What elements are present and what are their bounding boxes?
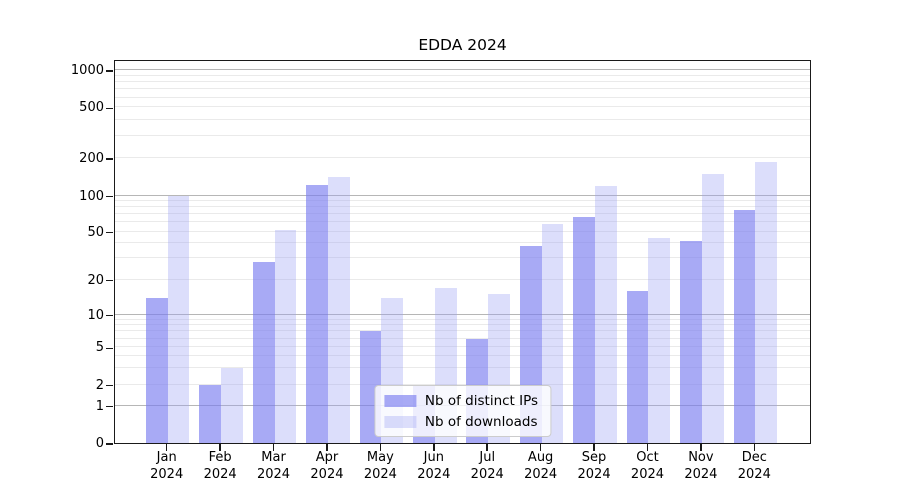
gridline-6 bbox=[115, 337, 810, 339]
bar-feb-downloads bbox=[221, 368, 243, 443]
gridline-400 bbox=[115, 118, 810, 120]
bar-mar-distinct-ips bbox=[252, 262, 275, 443]
gridline-70 bbox=[115, 213, 810, 215]
gridline-4 bbox=[115, 355, 810, 357]
y-tick-mark bbox=[106, 443, 113, 445]
bar-oct-downloads bbox=[648, 238, 671, 443]
y-tick-mark bbox=[106, 279, 113, 282]
gridline-100 bbox=[115, 194, 810, 196]
x-tick-label-jun: Jun 2024 bbox=[417, 450, 451, 482]
gridline-90 bbox=[115, 200, 810, 202]
x-tick-mark bbox=[165, 444, 168, 451]
legend-item-distinct-ips: Nb of distinct IPs bbox=[383, 393, 539, 409]
x-tick-mark bbox=[593, 444, 595, 451]
gridline-200 bbox=[115, 157, 810, 158]
gridline-8 bbox=[115, 324, 810, 326]
y-tick-label-1: 1 bbox=[95, 398, 104, 414]
bar-feb-distinct-ips bbox=[199, 384, 222, 443]
chart-title: EDDA 2024 bbox=[418, 36, 507, 54]
legend: Nb of distinct IPs Nb of downloads bbox=[373, 385, 552, 437]
gridline-900 bbox=[115, 74, 810, 76]
x-tick-mark bbox=[219, 444, 221, 451]
x-tick-label-feb: Feb 2024 bbox=[203, 450, 237, 482]
gridline-9 bbox=[115, 318, 810, 320]
y-tick-mark bbox=[106, 195, 113, 198]
bar-dec-distinct-ips bbox=[733, 209, 756, 443]
y-tick-mark bbox=[106, 384, 113, 387]
gridline-500 bbox=[115, 106, 810, 108]
plot-area: Nb of distinct IPs Nb of downloads bbox=[114, 60, 811, 444]
y-tick-mark bbox=[106, 231, 113, 234]
gridline-60 bbox=[115, 221, 810, 223]
bar-apr-distinct-ips bbox=[306, 184, 328, 443]
x-tick-mark bbox=[539, 444, 542, 451]
x-tick-mark bbox=[326, 444, 328, 451]
gridline-2 bbox=[115, 383, 810, 385]
x-tick-label-dec: Dec 2024 bbox=[737, 450, 771, 482]
y-tick-label-100: 100 bbox=[79, 188, 104, 204]
y-tick-label-10: 10 bbox=[87, 307, 104, 323]
x-tick-mark bbox=[753, 444, 756, 451]
gridline-600 bbox=[115, 96, 810, 98]
gridline-80 bbox=[115, 206, 810, 208]
gridline-50 bbox=[115, 230, 810, 232]
bar-jan-distinct-ips bbox=[145, 297, 168, 443]
bar-oct-distinct-ips bbox=[626, 290, 649, 443]
y-tick-label-50: 50 bbox=[87, 224, 104, 240]
x-tick-mark bbox=[272, 444, 275, 451]
y-tick-label-1000: 1000 bbox=[70, 62, 104, 78]
y-tick-mark bbox=[106, 70, 113, 72]
legend-label-downloads: Nb of downloads bbox=[424, 414, 538, 430]
x-tick-label-may: May 2024 bbox=[363, 450, 397, 482]
legend-label-distinct-ips: Nb of distinct IPs bbox=[424, 393, 539, 409]
x-tick-label-apr: Apr 2024 bbox=[310, 450, 344, 482]
x-tick-label-nov: Nov 2024 bbox=[684, 450, 718, 482]
bar-sep-distinct-ips bbox=[573, 216, 596, 443]
y-tick-label-500: 500 bbox=[79, 100, 104, 116]
gridline-10 bbox=[115, 313, 810, 315]
bar-mar-downloads bbox=[274, 229, 297, 443]
x-tick-label-aug: Aug 2024 bbox=[524, 450, 558, 482]
y-tick-label-0: 0 bbox=[95, 436, 104, 451]
x-tick-mark bbox=[379, 444, 382, 451]
gridline-30 bbox=[115, 257, 810, 259]
bar-dec-downloads bbox=[755, 162, 778, 443]
x-tick-label-mar: Mar 2024 bbox=[256, 450, 291, 482]
gridline-3 bbox=[115, 367, 810, 369]
gridline-700 bbox=[115, 88, 810, 90]
x-tick-mark bbox=[646, 444, 649, 451]
legend-item-downloads: Nb of downloads bbox=[383, 414, 538, 430]
gridline-800 bbox=[115, 81, 810, 82]
x-tick-label-jul: Jul 2024 bbox=[470, 450, 504, 482]
bar-nov-distinct-ips bbox=[680, 240, 702, 443]
bar-sep-downloads bbox=[595, 185, 617, 443]
y-tick-label-200: 200 bbox=[79, 150, 104, 166]
y-tick-mark bbox=[106, 314, 113, 317]
gridline-40 bbox=[115, 242, 810, 244]
y-tick-label-5: 5 bbox=[95, 340, 104, 356]
y-tick-mark bbox=[106, 347, 113, 350]
y-tick-mark bbox=[106, 405, 113, 408]
legend-swatch-downloads bbox=[383, 416, 416, 428]
gridline-7 bbox=[115, 330, 810, 332]
bar-nov-downloads bbox=[701, 173, 724, 443]
bar-apr-downloads bbox=[327, 177, 350, 443]
gridline-20 bbox=[115, 278, 810, 280]
x-tick-label-jan: Jan 2024 bbox=[150, 450, 184, 482]
gridline-5 bbox=[115, 346, 810, 348]
x-tick-label-sep: Sep 2024 bbox=[577, 450, 611, 482]
bar-jan-downloads bbox=[167, 195, 190, 443]
y-tick-mark bbox=[106, 158, 113, 160]
gridline-1000 bbox=[115, 68, 810, 70]
y-tick-label-20: 20 bbox=[87, 272, 104, 288]
x-tick-mark bbox=[486, 444, 488, 451]
x-tick-mark bbox=[433, 444, 435, 451]
gridline-300 bbox=[115, 134, 810, 136]
legend-swatch-distinct-ips bbox=[383, 395, 416, 407]
x-tick-mark bbox=[700, 444, 702, 451]
y-tick-mark bbox=[106, 107, 113, 110]
x-tick-label-oct: Oct 2024 bbox=[630, 450, 665, 482]
y-tick-label-2: 2 bbox=[95, 377, 104, 393]
